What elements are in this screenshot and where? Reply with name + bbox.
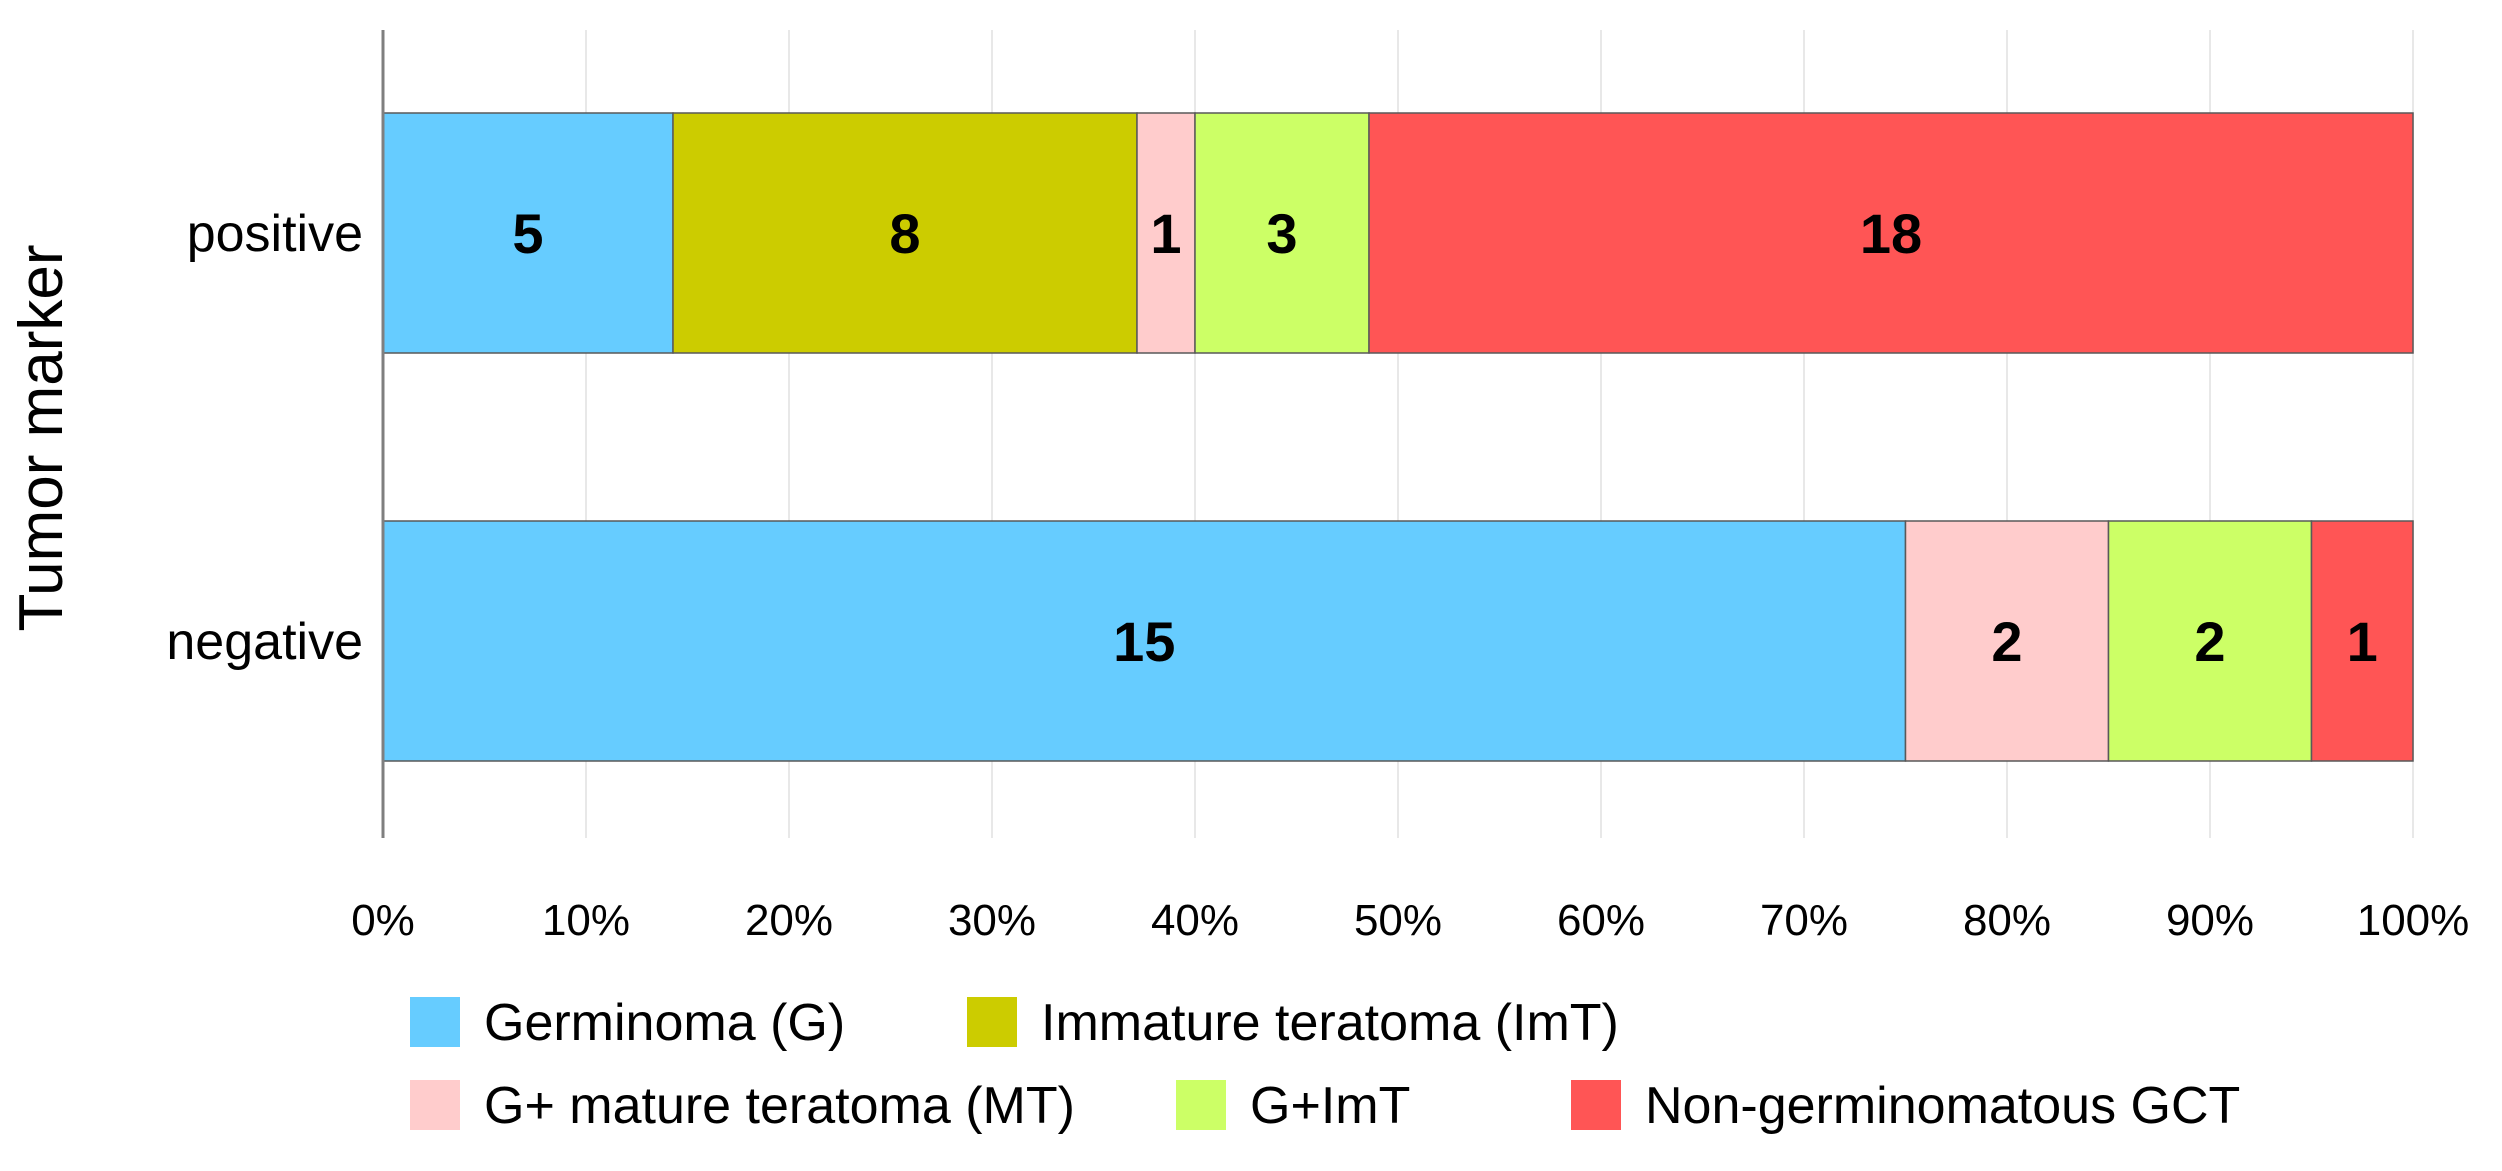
legend-label: Germinoma (G): [484, 994, 845, 1052]
x-tick-label: 0%: [351, 896, 415, 945]
bar-segment: [2107, 520, 2313, 762]
legend-swatch: [1176, 1080, 1226, 1130]
x-tick-label: 60%: [1557, 896, 1645, 945]
legend-swatch: [410, 997, 460, 1047]
bar-segment: [1136, 112, 1196, 354]
legend-label: G+ImT: [1250, 1077, 1410, 1135]
category-label: positive: [187, 205, 363, 263]
data-label: 1: [1150, 202, 1181, 265]
data-label: 15: [1113, 610, 1175, 673]
bar-segment: [1194, 112, 1370, 354]
x-tick-label: 10%: [542, 896, 630, 945]
x-tick-label: 90%: [2166, 896, 2254, 945]
x-tick-label: 50%: [1354, 896, 1442, 945]
x-axis-ticks: 0% 10% 20% 30% 40% 50% 60% 70% 80% 90% 100%: [351, 896, 2469, 945]
legend: Germinoma (G) Immature teratoma (ImT) G+ m…: [410, 994, 2240, 1135]
data-label: 8: [889, 202, 920, 265]
x-tick-label: 20%: [745, 896, 833, 945]
x-tick-label: 100%: [2357, 896, 2470, 945]
data-label: 5: [512, 202, 543, 265]
legend-swatch: [967, 997, 1017, 1047]
x-tick-label: 70%: [1760, 896, 1848, 945]
legend-label: Immature teratoma (ImT): [1041, 994, 1619, 1052]
bar-segment: [2310, 520, 2414, 762]
y-axis-title: Tumor marker: [7, 245, 76, 632]
bar-segment: [382, 520, 1907, 762]
bar-segment: [1368, 112, 2414, 354]
category-label: negative: [166, 613, 363, 671]
bar-segment: [1904, 520, 2110, 762]
legend-swatch: [1571, 1080, 1621, 1130]
legend-swatch: [410, 1080, 460, 1130]
x-tick-label: 30%: [948, 896, 1036, 945]
data-label: 2: [1991, 610, 2022, 673]
data-label: 2: [2194, 610, 2225, 673]
category-labels: positive negative: [166, 205, 363, 671]
legend-label: Non-germinomatous GCT: [1645, 1077, 2240, 1135]
data-label: 3: [1266, 202, 1297, 265]
legend-label: G+ mature teratoma (MT): [484, 1077, 1075, 1135]
x-tick-label: 40%: [1151, 896, 1239, 945]
data-label: 18: [1860, 202, 1922, 265]
x-tick-label: 80%: [1963, 896, 2051, 945]
data-label: 1: [2347, 610, 2378, 673]
bar-segment: [672, 112, 1138, 354]
bar-segment: [382, 112, 674, 354]
